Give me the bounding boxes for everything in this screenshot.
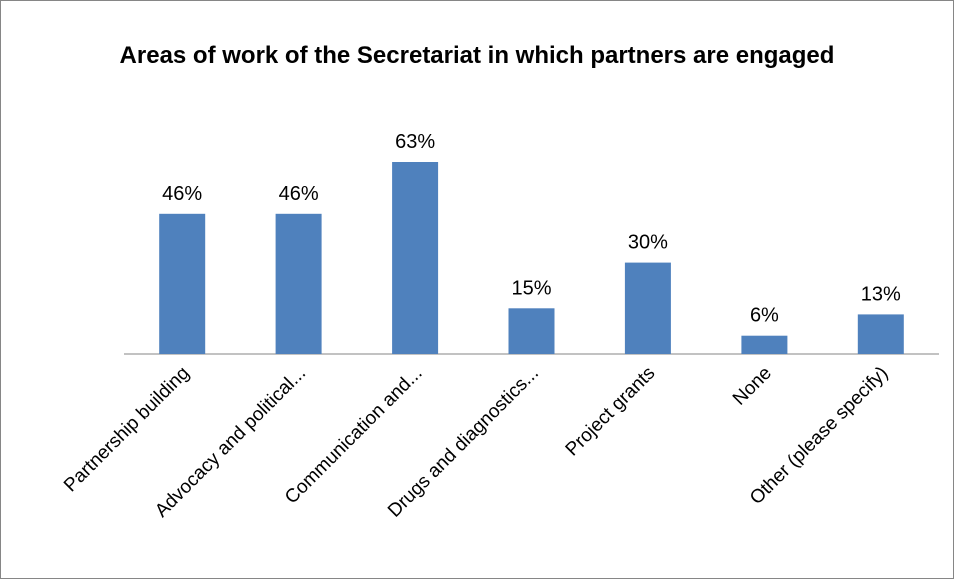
chart-title-text: Areas of work of the Secretariat in whic… bbox=[119, 42, 835, 69]
bar bbox=[624, 262, 671, 354]
bar bbox=[275, 213, 322, 354]
category-label: Partnership building bbox=[60, 363, 194, 497]
bar-value-label: 46% bbox=[279, 183, 319, 205]
bar bbox=[392, 162, 439, 354]
bar-value-label: 46% bbox=[162, 183, 202, 205]
category-label: None bbox=[729, 363, 776, 410]
data-labels-group: 46% 46% 63% 15% 30% 6% 13% bbox=[162, 131, 901, 327]
bar bbox=[159, 213, 206, 354]
bar-value-label: 30% bbox=[628, 232, 668, 254]
bar-value-label: 13% bbox=[861, 283, 901, 305]
bar bbox=[741, 335, 788, 354]
category-label: Project grants bbox=[562, 363, 660, 461]
bar-value-label: 63% bbox=[395, 131, 435, 153]
bar-value-label: 15% bbox=[511, 277, 551, 299]
bar-value-label: 6% bbox=[750, 305, 779, 327]
bars-group bbox=[159, 162, 904, 354]
bar bbox=[857, 314, 904, 354]
chart-title: Areas of work of the Secretariat in whic… bbox=[0, 38, 954, 74]
bar bbox=[508, 308, 555, 354]
